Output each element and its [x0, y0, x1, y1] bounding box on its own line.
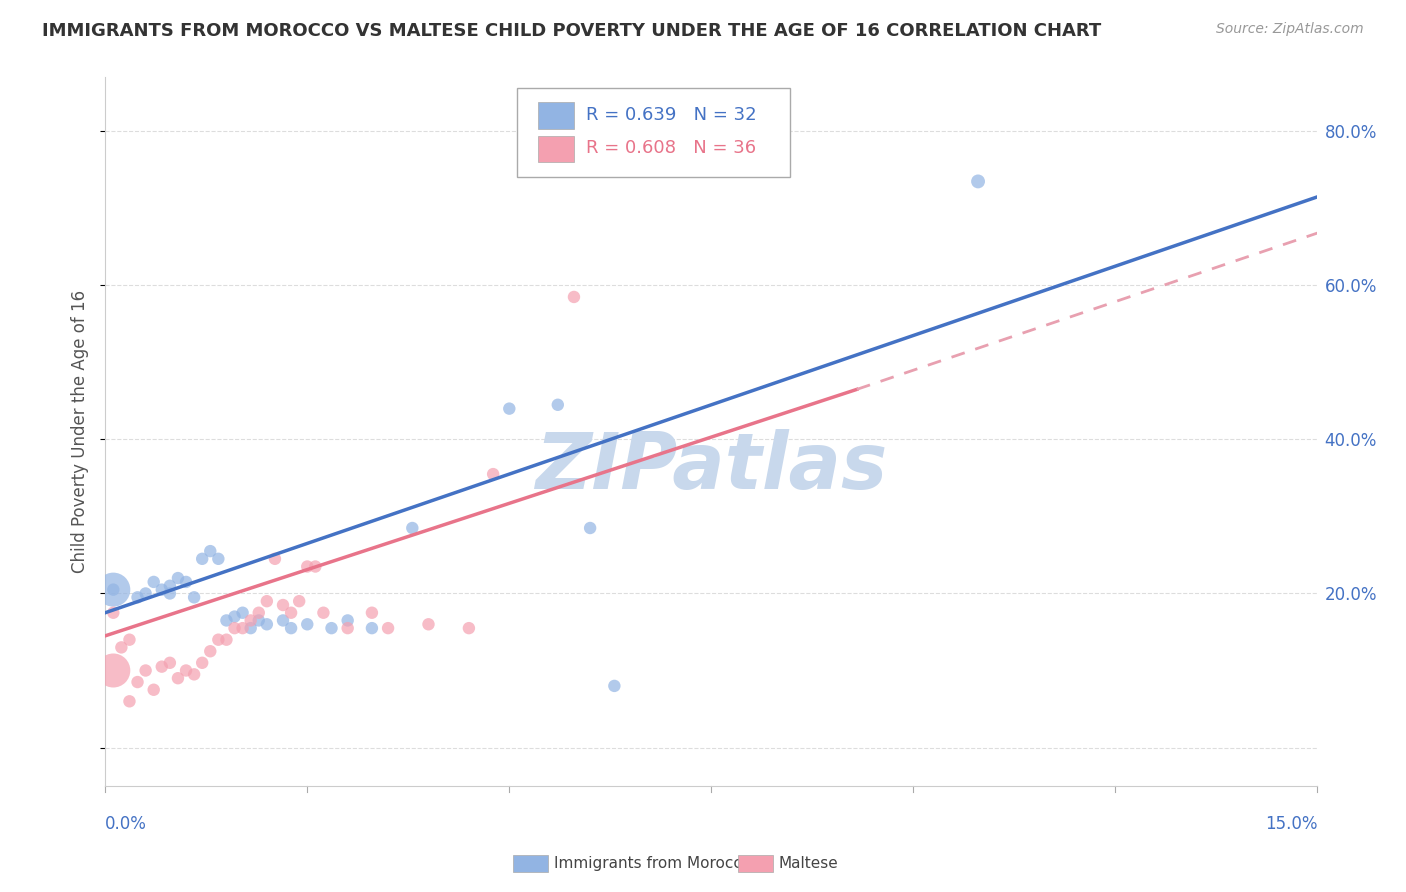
Text: 15.0%: 15.0%	[1265, 815, 1317, 833]
Point	[418, 617, 440, 632]
Point	[127, 675, 149, 690]
Point	[191, 551, 214, 566]
Point	[297, 559, 319, 574]
Point	[159, 586, 181, 600]
Point	[224, 621, 246, 635]
Point	[200, 544, 222, 558]
Point	[103, 582, 125, 597]
Point	[103, 582, 125, 597]
Point	[256, 617, 278, 632]
FancyBboxPatch shape	[538, 136, 575, 162]
Point	[271, 598, 294, 612]
Point	[247, 606, 270, 620]
Point	[150, 659, 173, 673]
Point	[118, 632, 141, 647]
Point	[361, 621, 384, 635]
Point	[312, 606, 335, 620]
Point	[603, 679, 626, 693]
Point	[103, 664, 125, 678]
Point	[118, 694, 141, 708]
Point	[174, 574, 197, 589]
Point	[127, 591, 149, 605]
Point	[200, 644, 222, 658]
Point	[498, 401, 520, 416]
Text: ZIPatlas: ZIPatlas	[536, 429, 887, 505]
Point	[110, 640, 132, 655]
Point	[271, 614, 294, 628]
Point	[135, 664, 157, 678]
Point	[232, 606, 254, 620]
Point	[377, 621, 399, 635]
Text: IMMIGRANTS FROM MOROCCO VS MALTESE CHILD POVERTY UNDER THE AGE OF 16 CORRELATION: IMMIGRANTS FROM MOROCCO VS MALTESE CHILD…	[42, 22, 1101, 40]
Text: R = 0.608   N = 36: R = 0.608 N = 36	[586, 139, 756, 157]
Point	[167, 571, 190, 585]
Point	[336, 614, 359, 628]
Point	[215, 632, 238, 647]
FancyBboxPatch shape	[538, 103, 575, 129]
Point	[103, 606, 125, 620]
Point	[135, 586, 157, 600]
Point	[562, 290, 585, 304]
Point	[224, 609, 246, 624]
Point	[579, 521, 602, 535]
Point	[547, 398, 569, 412]
Point	[336, 621, 359, 635]
Point	[280, 621, 302, 635]
Point	[191, 656, 214, 670]
Point	[142, 574, 165, 589]
Point	[159, 656, 181, 670]
Point	[174, 664, 197, 678]
Text: Immigrants from Morocco: Immigrants from Morocco	[554, 856, 751, 871]
Point	[256, 594, 278, 608]
Point	[159, 579, 181, 593]
Point	[207, 551, 229, 566]
Point	[280, 606, 302, 620]
Point	[297, 617, 319, 632]
Point	[183, 591, 205, 605]
Point	[304, 559, 326, 574]
Point	[967, 174, 990, 188]
FancyBboxPatch shape	[517, 88, 790, 177]
Point	[215, 614, 238, 628]
Point	[247, 614, 270, 628]
Y-axis label: Child Poverty Under the Age of 16: Child Poverty Under the Age of 16	[72, 290, 89, 574]
Point	[239, 614, 262, 628]
Text: R = 0.639   N = 32: R = 0.639 N = 32	[586, 106, 756, 124]
Point	[482, 467, 505, 481]
Point	[167, 671, 190, 685]
Point	[321, 621, 343, 635]
Point	[361, 606, 384, 620]
Point	[142, 682, 165, 697]
Text: Maltese: Maltese	[779, 856, 838, 871]
Point	[288, 594, 311, 608]
Point	[183, 667, 205, 681]
Point	[150, 582, 173, 597]
Point	[457, 621, 479, 635]
Point	[207, 632, 229, 647]
Point	[239, 621, 262, 635]
Text: 0.0%: 0.0%	[105, 815, 148, 833]
Point	[401, 521, 423, 535]
Point	[232, 621, 254, 635]
Point	[264, 551, 287, 566]
Text: Source: ZipAtlas.com: Source: ZipAtlas.com	[1216, 22, 1364, 37]
